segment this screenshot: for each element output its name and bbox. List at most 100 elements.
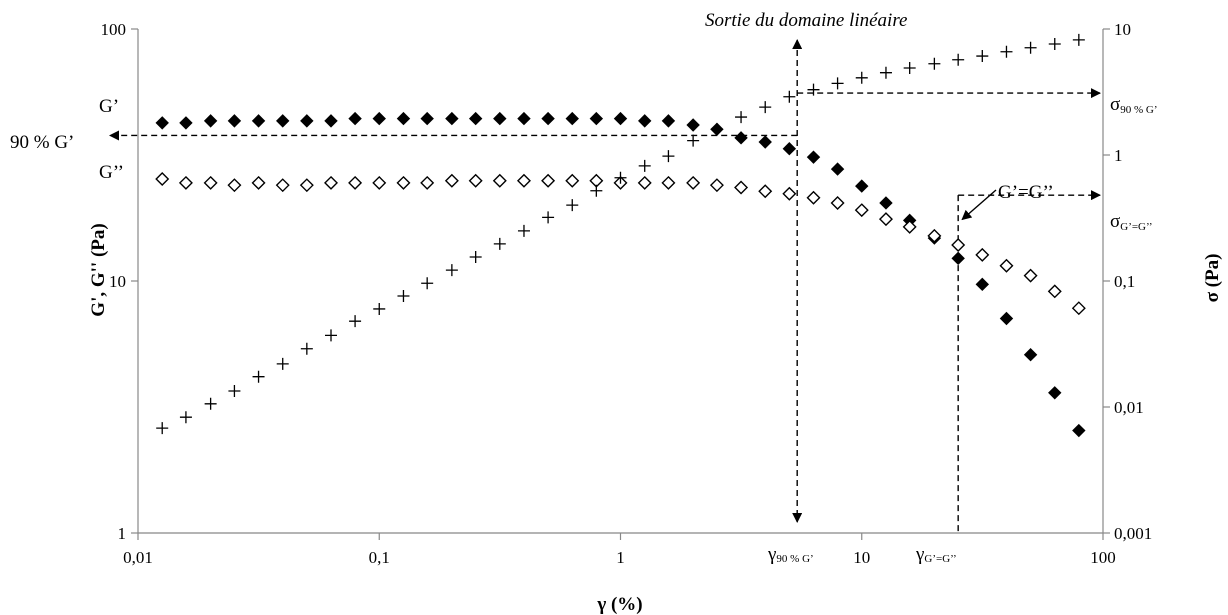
label-g1: G’ [99,96,119,117]
g2-point [492,173,507,188]
sigma-point [735,111,748,124]
sigma-point [493,237,506,250]
g1-point [1023,347,1038,362]
g1-point [420,111,434,126]
g1-point [300,114,314,128]
g1-point [686,118,700,132]
g1-point [493,111,507,126]
g1-point [879,196,893,210]
g1-point [1072,423,1086,438]
g1-point [179,116,193,130]
g2-point [709,178,724,193]
g2-point [878,212,893,227]
g2-point [999,258,1014,273]
g1-point [517,111,531,126]
label-gamma-cross: γG’=G’’ [915,544,957,565]
g2-point [951,237,966,252]
sigma-point [710,123,723,136]
g1-point [445,111,459,126]
sigma-point [349,315,362,328]
x-tick-label: 0,1 [369,548,390,567]
y-left-axis-title: G', G'' (Pa) [88,223,109,316]
sigma-point [952,53,965,66]
y-left-tick-label: 100 [101,20,127,39]
crossover-pointer [961,189,997,221]
g2-point [348,175,363,190]
g1-point [734,131,748,145]
x-tick-label: 0,01 [123,548,153,567]
sigma-point [590,184,603,197]
sigma-point [976,50,989,63]
g2-point [178,175,193,190]
g1-point [565,111,579,126]
sigma-point [566,199,579,212]
sigma-point [156,422,169,435]
g2-point [541,173,556,188]
g1-point [855,179,869,193]
guide-lines [109,39,1101,533]
sigma-point [542,211,555,224]
sigma-point [373,302,386,315]
g1-point [638,114,652,128]
g2-point [782,186,797,201]
sigma-point [783,90,796,103]
g1-point [372,111,386,126]
sigma-point [1072,33,1085,46]
g2-point [372,175,387,190]
g2-point [1071,301,1086,316]
g1-point [589,111,604,126]
y-left-tick-label: 1 [118,524,127,543]
sigma-point [759,101,772,114]
sigma-point [879,66,892,79]
g2-point [468,173,483,188]
sigma-point [179,411,192,424]
y-right-axis-title: σ (Pa) [1202,254,1223,303]
sigma-point [903,62,916,75]
g1-point [661,114,676,128]
sigma-point [228,384,241,397]
g2-point [927,228,942,243]
x-axis-title: γ (%) [596,594,642,615]
y-left-tick-label: 10 [109,272,126,291]
sigma-point [855,71,868,84]
label-g2: G’’ [99,162,124,183]
g1-point [975,277,990,292]
g2-point [975,247,990,262]
g1-point [324,114,338,128]
sigma-point [276,357,289,370]
g1-point [348,111,362,126]
axis-tick-labels: 0,01 0,1 1 10 100 1 10 100 0,001 0,01 0,1 1 10 [101,20,1153,567]
sigma-point [614,171,627,184]
sigma-point [1000,45,1013,58]
g2-point [758,184,773,199]
label-crossover: G’=G’’ [998,182,1054,203]
g2-point [203,175,218,190]
g2-point [1023,268,1038,283]
g2-point [565,173,580,188]
g2-point [854,203,869,218]
y-right-tick-label: 10 [1114,20,1131,39]
g2-point [734,180,749,195]
sigma-point [1048,38,1061,51]
y-right-tick-label: 0,01 [1114,398,1144,417]
axis-ticks [131,28,1110,540]
g2-point [661,175,676,190]
annotation-title: Sortie du domaine linéaire [705,10,907,31]
g1-point [782,141,797,156]
g1-point [613,111,628,126]
g2-point [299,178,314,193]
y-right-tick-label: 1 [1114,146,1123,165]
label-g1-90: 90 % G’ [10,132,74,153]
g2-point [444,173,459,188]
g1-point [227,114,242,128]
sigma-point [252,370,265,383]
g2-point [275,178,290,193]
sigma-point [662,150,675,163]
g1-point [806,150,821,164]
g1-point [999,311,1014,326]
sigma-point [1024,41,1037,54]
g2-point [227,178,242,193]
sigma-point [687,134,700,147]
g1-point [541,111,555,126]
